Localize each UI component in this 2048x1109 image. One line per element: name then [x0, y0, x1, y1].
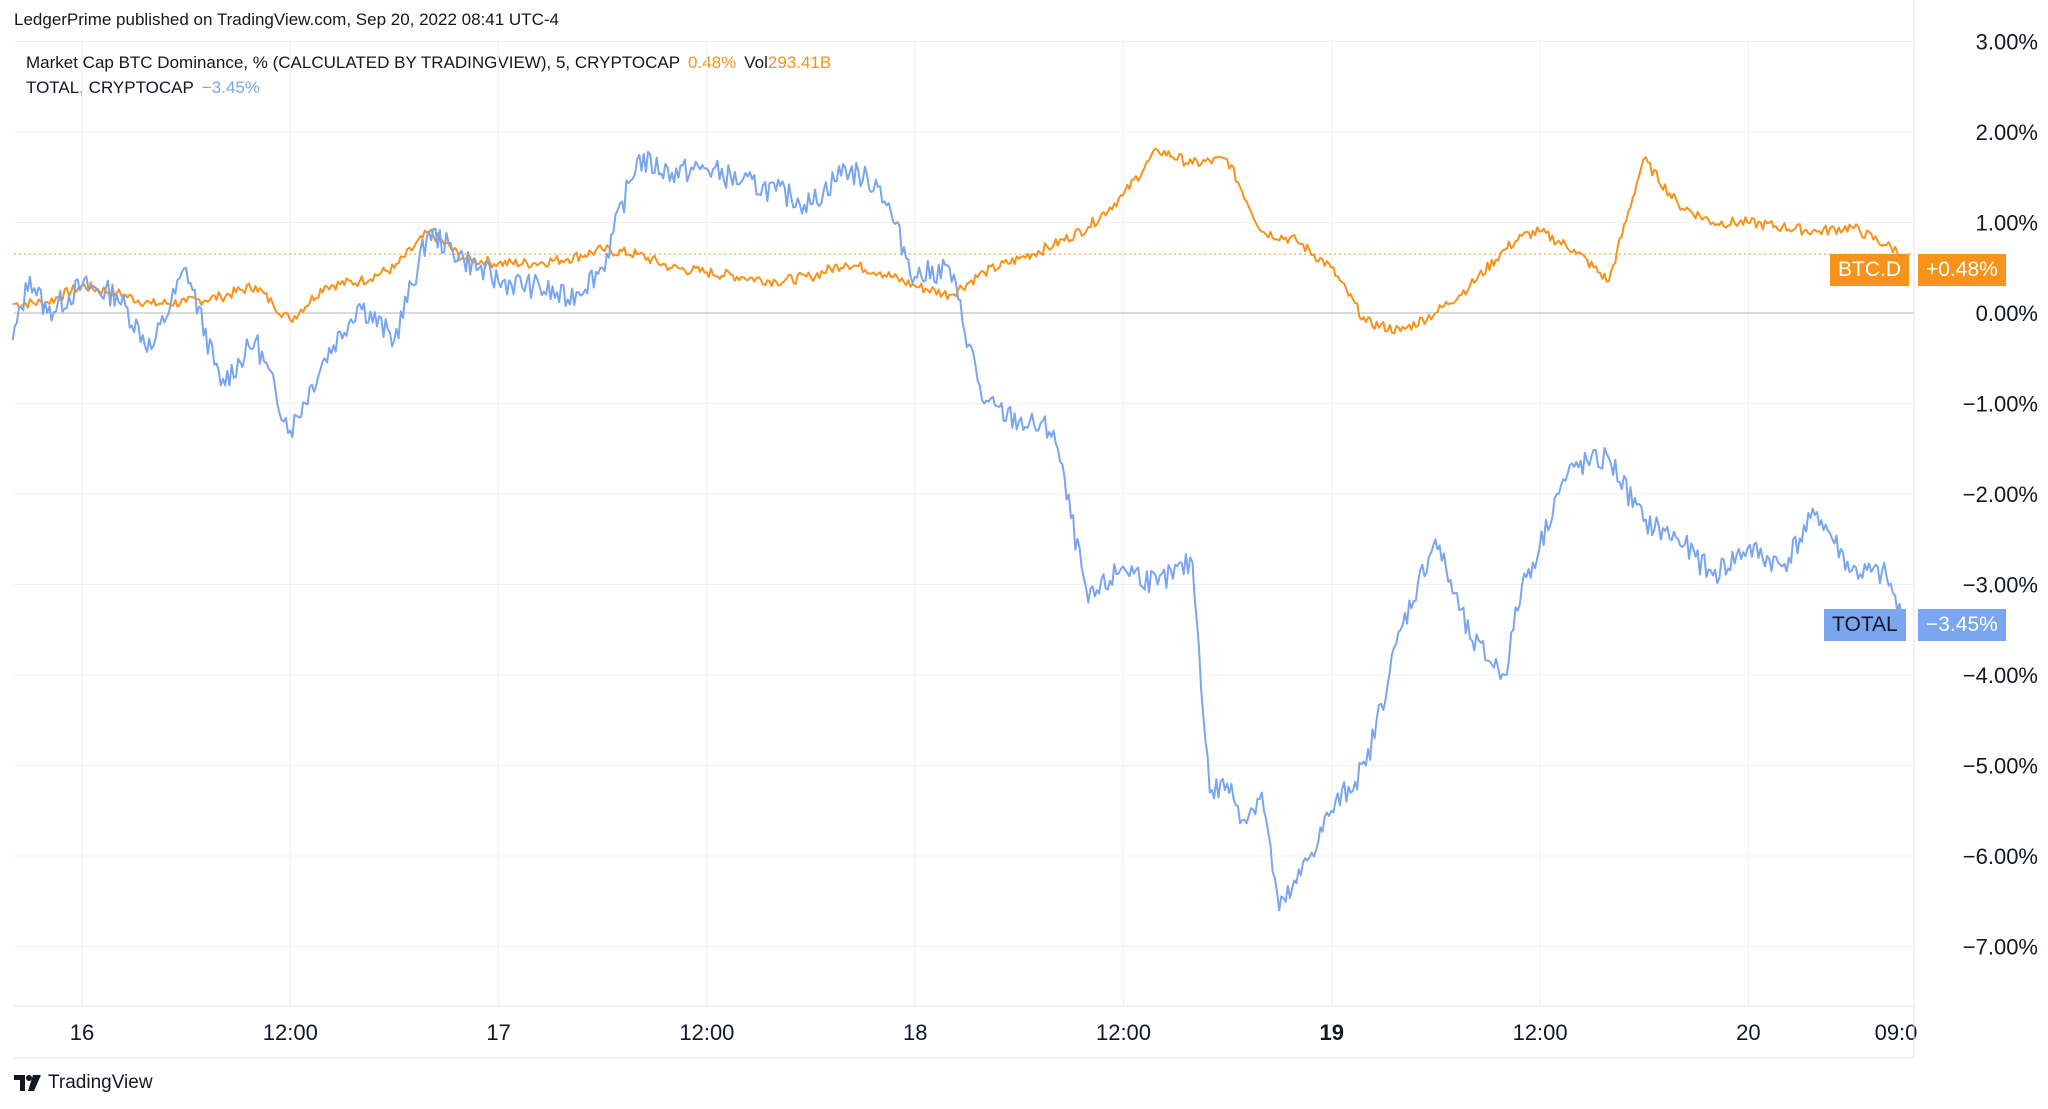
y-tick-label: 0.00%: [1976, 301, 2038, 326]
legend-row-total[interactable]: TOTAL, CRYPTOCAP −3.45%: [26, 75, 831, 100]
btc-dominance-line: [12, 147, 1905, 335]
legend-btc-title: Market Cap BTC Dominance, % (CALCULATED …: [26, 53, 681, 72]
btc-last-value-tag: +0.48%: [1918, 254, 2006, 286]
y-tick-label: 3.00%: [1976, 30, 2038, 55]
legend-vol-value: 293.41B: [767, 53, 832, 72]
y-tick-label: −1.00%: [1963, 392, 2038, 417]
x-tick-label: 17: [486, 1020, 510, 1045]
legend-vol-label: Vol: [744, 53, 768, 72]
legend-row-btc-dominance[interactable]: Market Cap BTC Dominance, % (CALCULATED …: [26, 50, 831, 75]
y-tick-label: 2.00%: [1976, 120, 2038, 145]
x-tick-label: 19: [1320, 1020, 1344, 1045]
legend-total-title: TOTAL, CRYPTOCAP: [26, 78, 194, 97]
y-tick-label: −2.00%: [1963, 482, 2038, 507]
y-tick-label: −4.00%: [1963, 663, 2038, 688]
y-tick-label: −7.00%: [1963, 935, 2038, 960]
chart-series: [11, 147, 1914, 912]
publisher-text: LedgerPrime published on TradingView.com…: [14, 10, 559, 29]
chart-legend: Market Cap BTC Dominance, % (CALCULATED …: [26, 50, 831, 100]
x-tick-label: 16: [70, 1020, 94, 1045]
y-tick-label: −6.00%: [1963, 844, 2038, 869]
total-market-cap-line: [11, 150, 1905, 912]
x-tick-label: 12:00: [1513, 1020, 1568, 1045]
x-tick-label: 09:0: [1875, 1020, 1918, 1045]
chart-grid: [14, 40, 1914, 1006]
y-tick-label: −5.00%: [1963, 754, 2038, 779]
legend-total-value: −3.45%: [201, 78, 260, 97]
btc-series-tag: BTC.D: [1830, 254, 1909, 286]
y-tick-label: 1.00%: [1976, 211, 2038, 236]
x-tick-label: 18: [903, 1020, 927, 1045]
x-tick-label: 12:00: [263, 1020, 318, 1045]
chart-axes: 16 12:00 17 12:00 18 12:00 19 12:00 20 09:0 3.00% 2…: [14, 0, 2038, 1059]
tradingview-logo-icon: [14, 1075, 41, 1091]
tradingview-logo[interactable]: TradingView: [14, 1072, 153, 1094]
x-tick-label: 20: [1736, 1020, 1760, 1045]
total-series-tag: TOTAL: [1824, 609, 1906, 641]
total-last-value-tag: −3.45%: [1918, 609, 2006, 641]
y-tick-label: −3.00%: [1963, 573, 2038, 598]
x-tick-label: 12:00: [679, 1020, 734, 1045]
tradingview-logo-text: TradingView: [48, 1072, 153, 1093]
x-tick-label: 12:00: [1096, 1020, 1151, 1045]
legend-btc-value: 0.48%: [688, 53, 737, 72]
